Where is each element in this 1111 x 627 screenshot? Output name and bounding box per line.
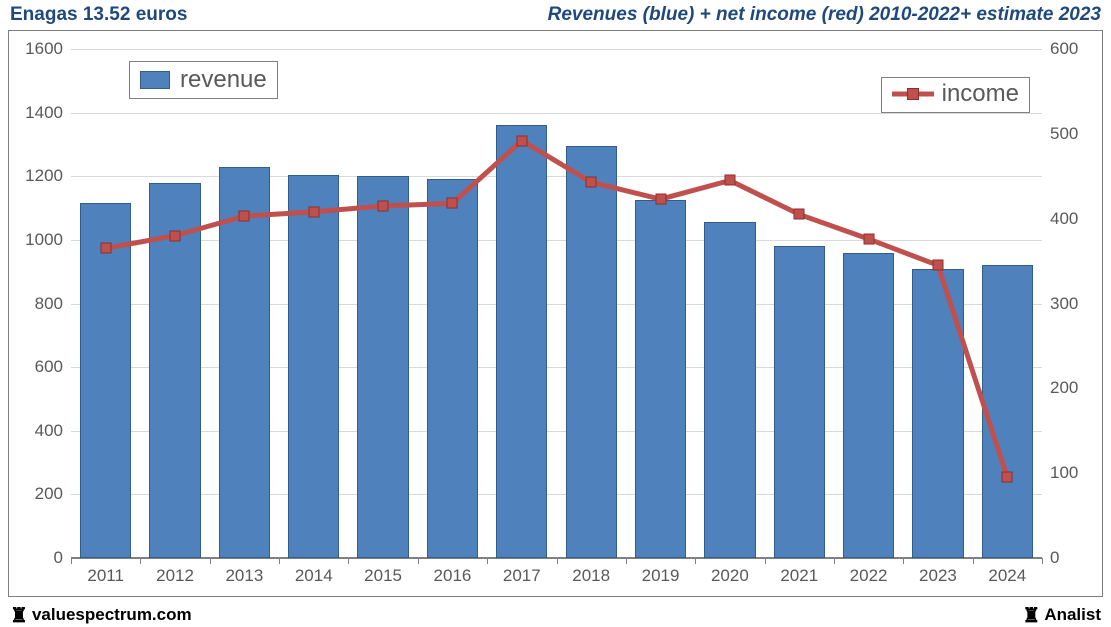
x-tick-label: 2015 — [364, 566, 402, 586]
y-left-tick-label: 1600 — [13, 39, 63, 59]
y-left-tick-label: 1000 — [13, 230, 63, 250]
title-right: Revenues (blue) + net income (red) 2010-… — [548, 4, 1101, 26]
income-marker — [794, 209, 805, 220]
x-tick-mark — [557, 558, 558, 564]
x-tick-mark — [834, 558, 835, 564]
x-tick-mark — [487, 558, 488, 564]
y-right-tick-label: 100 — [1050, 463, 1096, 483]
x-tick-label: 2023 — [919, 566, 957, 586]
income-marker — [863, 234, 874, 245]
x-tick-label: 2021 — [780, 566, 818, 586]
x-tick-label: 2012 — [156, 566, 194, 586]
x-tick-label: 2019 — [642, 566, 680, 586]
chart-container: 0 200 400 600 800 1000 1200 1400 1600 0 100 200 300 4… — [8, 30, 1103, 597]
income-marker — [724, 175, 735, 186]
y-left-tick-label: 1200 — [13, 166, 63, 186]
income-line — [106, 141, 1008, 478]
y-right-tick-label: 300 — [1050, 294, 1096, 314]
x-tick-mark — [210, 558, 211, 564]
x-tick-mark — [973, 558, 974, 564]
income-marker — [932, 260, 943, 271]
rook-icon: ♜ — [1022, 606, 1040, 626]
income-marker — [1002, 472, 1013, 483]
footer-right-text: Analist — [1044, 605, 1101, 624]
x-tick-mark — [765, 558, 766, 564]
y-right-tick-label: 0 — [1050, 548, 1096, 568]
x-tick-label: 2020 — [711, 566, 749, 586]
x-tick-mark — [279, 558, 280, 564]
footer: ♜valuespectrum.com ♜Analist — [10, 604, 1101, 625]
x-tick-mark — [71, 558, 72, 564]
income-marker — [586, 177, 597, 188]
y-left-tick-label: 400 — [13, 421, 63, 441]
y-left-tick-label: 1400 — [13, 103, 63, 123]
income-line-svg — [71, 49, 1042, 558]
y-left-tick-label: 200 — [13, 484, 63, 504]
income-marker — [655, 194, 666, 205]
y-left-tick-label: 0 — [13, 548, 63, 568]
x-tick-label: 2016 — [434, 566, 472, 586]
footer-left-text: valuespectrum.com — [32, 605, 192, 624]
income-marker — [378, 200, 389, 211]
x-tick-mark — [418, 558, 419, 564]
income-marker — [170, 230, 181, 241]
y-right-tick-label: 400 — [1050, 209, 1096, 229]
chart-header: Enagas 13.52 euros Revenues (blue) + net… — [0, 0, 1111, 26]
y-right-tick-label: 200 — [1050, 378, 1096, 398]
plot-area: 0200400600800100012001400160001002003004… — [71, 49, 1042, 558]
x-tick-label: 2024 — [988, 566, 1026, 586]
x-tick-label: 2018 — [572, 566, 610, 586]
footer-right: ♜Analist — [1022, 604, 1101, 625]
x-tick-mark — [348, 558, 349, 564]
income-marker — [100, 243, 111, 254]
x-tick-label: 2013 — [225, 566, 263, 586]
x-tick-mark — [626, 558, 627, 564]
rook-icon: ♜ — [10, 606, 28, 626]
x-tick-mark — [903, 558, 904, 564]
income-marker — [447, 198, 458, 209]
y-left-tick-label: 800 — [13, 294, 63, 314]
title-left: Enagas 13.52 euros — [10, 4, 187, 26]
x-tick-label: 2017 — [503, 566, 541, 586]
y-right-tick-label: 500 — [1050, 124, 1096, 144]
x-tick-label: 2011 — [87, 566, 124, 586]
x-tick-mark — [1042, 558, 1043, 564]
footer-left: ♜valuespectrum.com — [10, 604, 192, 625]
x-tick-label: 2022 — [850, 566, 888, 586]
x-tick-mark — [695, 558, 696, 564]
income-marker — [239, 211, 250, 222]
x-tick-label: 2014 — [295, 566, 333, 586]
income-marker — [308, 206, 319, 217]
y-right-tick-label: 600 — [1050, 39, 1096, 59]
y-left-tick-label: 600 — [13, 357, 63, 377]
income-marker — [516, 135, 527, 146]
x-tick-mark — [140, 558, 141, 564]
